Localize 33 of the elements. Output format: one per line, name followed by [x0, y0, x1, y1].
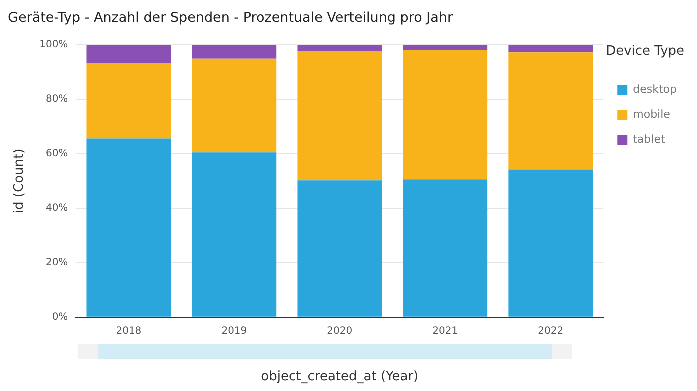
- bar: [192, 58, 277, 153]
- bar: [192, 152, 277, 317]
- y-tick-label: 40%: [46, 203, 68, 214]
- bar: [508, 170, 594, 317]
- x-tick-label: 2019: [222, 326, 248, 337]
- chart-title: Geräte-Typ - Anzahl der Spenden - Prozentuale Verteilung pro Jahr: [8, 10, 454, 26]
- bar: [403, 180, 488, 317]
- bar: [508, 45, 594, 53]
- legend-label: desktop: [633, 82, 678, 96]
- bar: [192, 45, 277, 59]
- bar: [508, 52, 594, 170]
- bar: [86, 45, 172, 64]
- legend-label: tablet: [633, 132, 666, 146]
- y-tick-label: 0%: [52, 312, 68, 323]
- x-tick-label: 2021: [432, 326, 458, 337]
- x-tick-label: 2020: [327, 326, 353, 337]
- y-tick-label: 20%: [46, 258, 68, 269]
- bar: [86, 63, 172, 139]
- x-tick-label: 2022: [538, 326, 564, 337]
- x-axis-title: object_created_at (Year): [261, 370, 419, 385]
- bar: [298, 52, 382, 181]
- bar: [298, 45, 382, 52]
- bar: [403, 50, 488, 180]
- bar: [403, 45, 488, 50]
- y-axis-title: id (Count): [12, 148, 28, 214]
- y-tick-label: 80%: [46, 94, 68, 106]
- legend-title: Device Type: [606, 44, 685, 59]
- y-tick-label: 100%: [40, 40, 68, 51]
- bar: [298, 180, 382, 317]
- bar: [86, 138, 172, 317]
- legend-label: mobile: [633, 108, 671, 121]
- x-tick-label: 2018: [116, 326, 142, 337]
- y-tick-label: 60%: [46, 148, 68, 160]
